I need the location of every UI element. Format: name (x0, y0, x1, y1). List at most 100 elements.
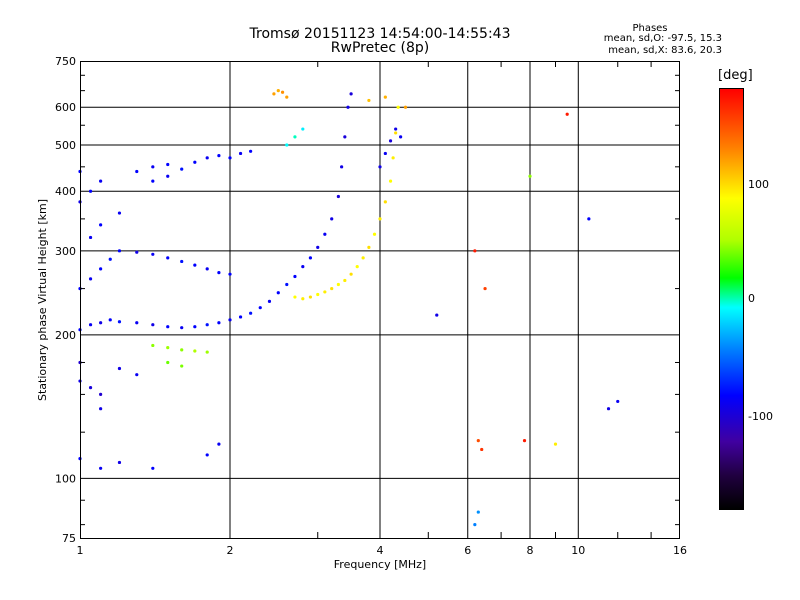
echo-point (394, 131, 398, 135)
echo-point (151, 466, 155, 470)
echo-point (99, 223, 103, 227)
echo-point (349, 272, 353, 276)
x-tick-label-8: 8 (527, 544, 534, 557)
echo-point (340, 165, 344, 169)
echo-point (166, 346, 170, 350)
echo-point (99, 267, 103, 271)
y-tick-label-400: 400 (55, 185, 76, 198)
echo-point (396, 105, 400, 109)
echo-point (361, 256, 365, 260)
phase-colorbar (719, 88, 744, 510)
echo-point (483, 286, 487, 291)
echo-points (78, 89, 620, 527)
echo-point (330, 217, 334, 221)
echo-point (151, 165, 155, 169)
echo-point (108, 257, 112, 261)
echo-point (151, 252, 155, 256)
echo-point (616, 399, 620, 404)
echo-point (316, 292, 320, 297)
echo-point (151, 323, 155, 327)
x-tick-label-16: 16 (673, 544, 687, 557)
echo-point (435, 313, 439, 317)
echo-point (193, 160, 197, 164)
echo-point (99, 466, 103, 470)
echo-point (330, 286, 334, 291)
echo-point (117, 249, 122, 253)
y-tick-label-100: 100 (55, 472, 76, 485)
echo-point (166, 360, 170, 365)
echo-point (394, 127, 398, 131)
echo-point (228, 156, 232, 160)
y-tick-label-200: 200 (55, 329, 76, 342)
echo-point (323, 232, 327, 236)
phase-stats-title: Phases (632, 23, 668, 34)
echo-point (383, 200, 387, 204)
echo-point (217, 271, 221, 275)
echo-point (293, 274, 297, 279)
echo-point (528, 174, 532, 178)
echo-point (180, 326, 184, 330)
colorbar-unit: [deg] (718, 68, 753, 83)
echo-point (587, 217, 591, 221)
echo-point (343, 135, 347, 139)
echo-point (88, 235, 93, 240)
echo-point (135, 250, 139, 254)
y-tick-label-500: 500 (55, 139, 76, 152)
y-tick-label-300: 300 (55, 245, 76, 258)
echo-point (166, 325, 170, 329)
chart-title: Tromsø 20151123 14:54:00-14:55:43 (249, 26, 511, 42)
echo-point (301, 297, 305, 301)
echo-point (308, 295, 313, 299)
axes: 1 2 4 6 8 10 16 75 100 200 300 400 500 600 750 (55, 55, 687, 557)
echo-point (285, 95, 289, 99)
echo-point (217, 321, 221, 325)
echo-point (276, 89, 280, 93)
echo-point (193, 325, 197, 329)
echo-point (205, 453, 209, 457)
echo-point (473, 249, 477, 253)
echo-point (388, 139, 393, 143)
echo-point (301, 127, 305, 131)
echo-point (99, 179, 103, 183)
echo-point (180, 259, 184, 264)
echo-point (249, 149, 253, 153)
echo-point (258, 306, 262, 310)
echo-point (205, 156, 209, 160)
echo-point (88, 189, 93, 193)
echo-point (166, 174, 170, 178)
echo-point (193, 349, 197, 353)
echo-point (117, 366, 122, 371)
echo-point (135, 321, 139, 325)
echo-point (480, 447, 484, 452)
echo-point (238, 151, 243, 156)
phase-stats-o: mean, sd,O: -97.5, 15.3 (603, 33, 722, 44)
echo-point (355, 264, 359, 269)
echo-point (553, 442, 558, 446)
echo-point (193, 263, 197, 267)
chart-subtitle: RwPretec (8p) (330, 40, 430, 56)
echo-point (403, 105, 408, 109)
echo-point (88, 323, 93, 327)
echo-point (151, 343, 155, 348)
x-tick-label-1: 1 (77, 544, 84, 557)
echo-point (249, 311, 253, 315)
echo-point (180, 348, 184, 352)
echo-point (217, 442, 221, 446)
echo-point (166, 162, 170, 167)
echo-point (280, 90, 285, 94)
echo-point (135, 373, 139, 377)
echo-point (180, 167, 184, 171)
y-tick-label-75: 75 (62, 532, 76, 545)
y-axis-label: Stationary phase Virtual Height [km] (36, 199, 49, 401)
echo-point (293, 295, 297, 299)
colorbar-label-100: 100 (748, 178, 769, 191)
echo-point (606, 407, 611, 411)
echo-point (228, 318, 232, 322)
echo-point (372, 232, 377, 236)
echo-point (388, 179, 393, 183)
echo-point (476, 510, 480, 514)
echo-point (323, 290, 327, 294)
echo-point (99, 392, 103, 397)
echo-point (336, 194, 340, 199)
echo-point (367, 245, 371, 249)
